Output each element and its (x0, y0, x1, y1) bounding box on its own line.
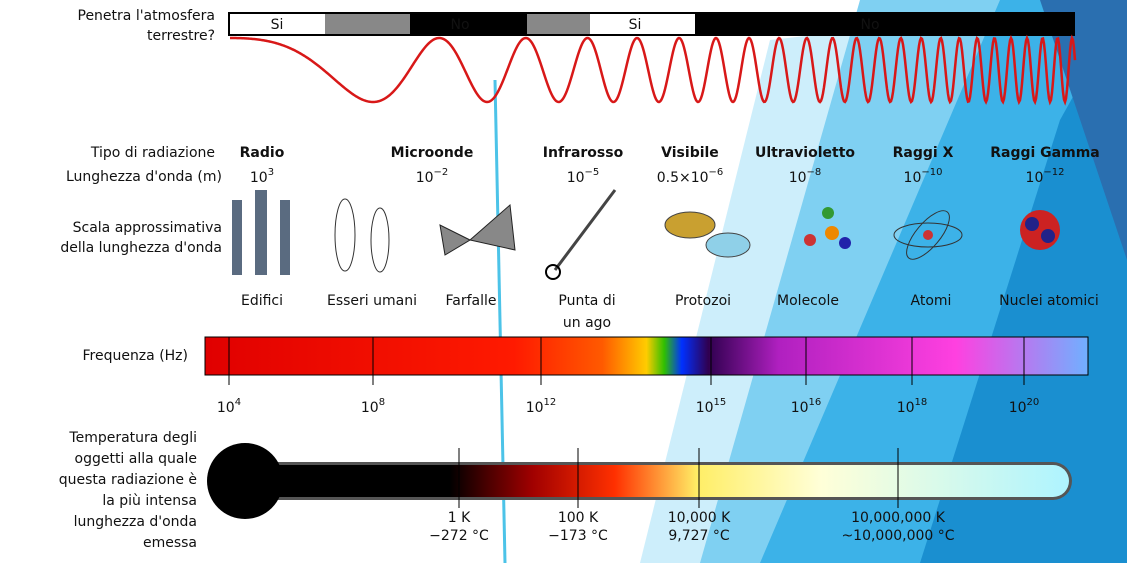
object-label: un ago (563, 315, 611, 331)
scale-label: della lunghezza d'onda (60, 240, 222, 256)
power-base: 10 (1009, 400, 1027, 416)
object-label: Nuclei atomici (999, 293, 1099, 309)
power-base: 10 (791, 400, 809, 416)
power-exponent: −8 (807, 167, 822, 178)
power-exponent: −5 (585, 167, 600, 178)
object-label: Protozoi (675, 293, 731, 309)
frequency-tick-label: 108 (361, 397, 385, 416)
temperature-tick-label: 10,000,000 K (851, 510, 946, 526)
wavelength: 10−2 (416, 167, 449, 186)
temperature-label: questa radiazione è (59, 472, 197, 488)
power-exponent: 20 (1027, 397, 1040, 408)
power-base: 10 (567, 170, 585, 186)
frequency-tick-label: 1012 (526, 397, 557, 416)
atmosphere-label: terrestre? (147, 28, 215, 44)
radiation-type: Raggi X (893, 145, 954, 161)
atmosphere-segment: No (450, 17, 469, 33)
power-exponent: −10 (921, 167, 942, 178)
object-label: Edifici (241, 293, 283, 309)
power-base: 10 (361, 400, 379, 416)
temperature-tick-label: −272 °C (429, 528, 489, 544)
temperature-label: la più intensa (102, 493, 197, 509)
power-exponent: 4 (235, 397, 241, 408)
power-exponent: 8 (379, 397, 385, 408)
power-base: 10 (217, 400, 235, 416)
wavelength-label: Lunghezza d'onda (m) (66, 169, 222, 185)
power-base: 10 (250, 170, 268, 186)
power-base: 10 (904, 170, 922, 186)
power-exponent: 18 (915, 397, 928, 408)
atmosphere-segment: Si (629, 17, 642, 33)
radiation-type: Ultravioletto (755, 145, 855, 161)
atmosphere-segment: Si (271, 17, 284, 33)
power-exponent: 3 (268, 167, 274, 178)
power-base: 10 (897, 400, 915, 416)
atmosphere-label: Penetra l'atmosfera (78, 8, 216, 24)
temperature-label: Temperatura degli (68, 430, 197, 446)
object-label: Molecole (777, 293, 839, 309)
radiation-type: Radio (240, 145, 285, 161)
power-exponent: −6 (709, 167, 724, 178)
radiation-type: Raggi Gamma (990, 145, 1100, 161)
object-label: Punta di (558, 293, 615, 309)
atmosphere-segment: No (860, 17, 879, 33)
temperature-tick-label: −173 °C (548, 528, 608, 544)
diagram: Penetra l'atmosfera terrestre? Si No Si No Tip… (0, 0, 1127, 563)
power-base: 10 (526, 400, 544, 416)
temperature-tick-label: 10,000 K (668, 510, 731, 526)
power-base: 10 (696, 400, 714, 416)
temperature-tick-label: ~10,000,000 °C (841, 528, 954, 544)
temperature-label: emessa (143, 535, 197, 551)
temperature-label: lunghezza d'onda (74, 514, 197, 530)
temperature-tick-label: 9,727 °C (668, 528, 730, 544)
frequency-bar (205, 337, 1088, 375)
power-base: 10 (1026, 170, 1044, 186)
wavelength: 10−5 (567, 167, 600, 186)
power-base: 10 (789, 170, 807, 186)
radiation-type: Microonde (391, 145, 474, 161)
power-exponent: 15 (714, 397, 727, 408)
object-label: Atomi (911, 293, 952, 309)
radiation-type: Infrarosso (543, 145, 624, 161)
power-base: 0.5×10 (657, 170, 709, 186)
power-exponent: 12 (544, 397, 557, 408)
temperature-label: oggetti alla quale (75, 451, 198, 467)
atmosphere-bar (228, 12, 1075, 36)
frequency-tick-label: 104 (217, 397, 241, 416)
power-exponent: −12 (1043, 167, 1064, 178)
temperature-tick-label: 100 K (558, 510, 599, 526)
radiation-label: Tipo di radiazione (90, 145, 215, 161)
frequency-label: Frequenza (Hz) (82, 348, 188, 364)
radiation-type: Visibile (661, 145, 719, 161)
temperature-tick-label: 1 K (448, 510, 471, 526)
power-exponent: −2 (434, 167, 449, 178)
object-label: Farfalle (445, 293, 496, 309)
wavelength: 0.5×10−6 (657, 167, 724, 186)
power-exponent: 16 (809, 397, 822, 408)
object-label: Esseri umani (327, 293, 417, 309)
wavelength: 103 (250, 167, 274, 186)
power-base: 10 (416, 170, 434, 186)
scale-label: Scala approssimativa (73, 220, 222, 236)
